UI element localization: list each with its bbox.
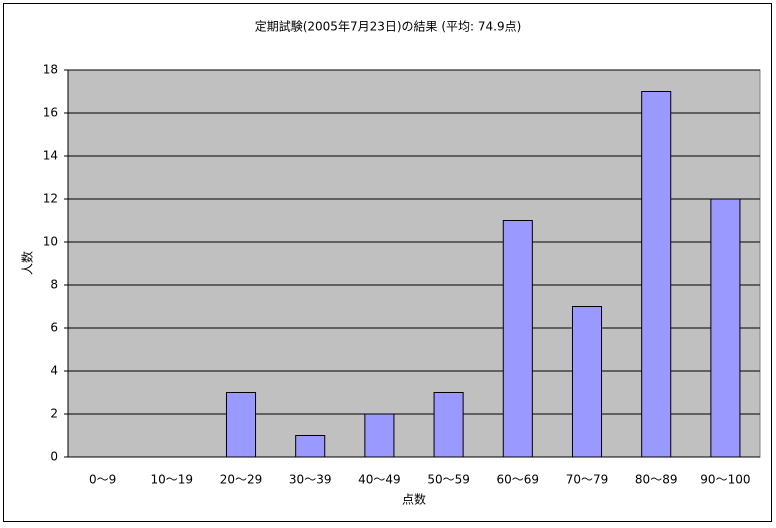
y-tick-label: 4 — [50, 364, 58, 378]
x-axis-label: 点数 — [402, 492, 426, 507]
bar — [225, 392, 257, 458]
y-tick-label: 8 — [50, 278, 58, 292]
y-tick-label: 6 — [50, 321, 58, 335]
bar — [710, 198, 741, 458]
y-tick-label: 12 — [43, 192, 58, 206]
y-tick-label: 10 — [43, 235, 58, 249]
x-tick-label: 30〜39 — [289, 473, 332, 487]
bar — [295, 435, 326, 458]
y-tick-label: 14 — [43, 149, 58, 163]
x-tick-label: 50〜59 — [427, 473, 470, 487]
bar — [571, 306, 603, 458]
x-tick-label: 80〜89 — [635, 473, 678, 487]
x-tick-label: 70〜79 — [566, 473, 609, 487]
y-tick-label: 2 — [50, 407, 58, 421]
x-tick-label: 60〜69 — [497, 473, 540, 487]
x-tick-label: 90〜100 — [700, 473, 750, 487]
bar — [502, 220, 533, 458]
y-tick-label: 18 — [43, 63, 58, 77]
bar — [433, 392, 464, 458]
bar — [641, 91, 672, 458]
bar — [364, 413, 395, 458]
y-tick-label: 16 — [43, 106, 58, 120]
y-tick-label: 0 — [50, 450, 58, 464]
x-tick-label: 40〜49 — [358, 473, 401, 487]
chart-title: 定期試験(2005年7月23日)の結果 (平均: 74.9点) — [255, 19, 522, 34]
x-tick-label: 20〜29 — [220, 473, 263, 487]
x-tick-label: 10〜19 — [151, 473, 194, 487]
x-tick-label: 0〜9 — [89, 473, 116, 487]
y-axis-label: 人数 — [20, 251, 35, 275]
